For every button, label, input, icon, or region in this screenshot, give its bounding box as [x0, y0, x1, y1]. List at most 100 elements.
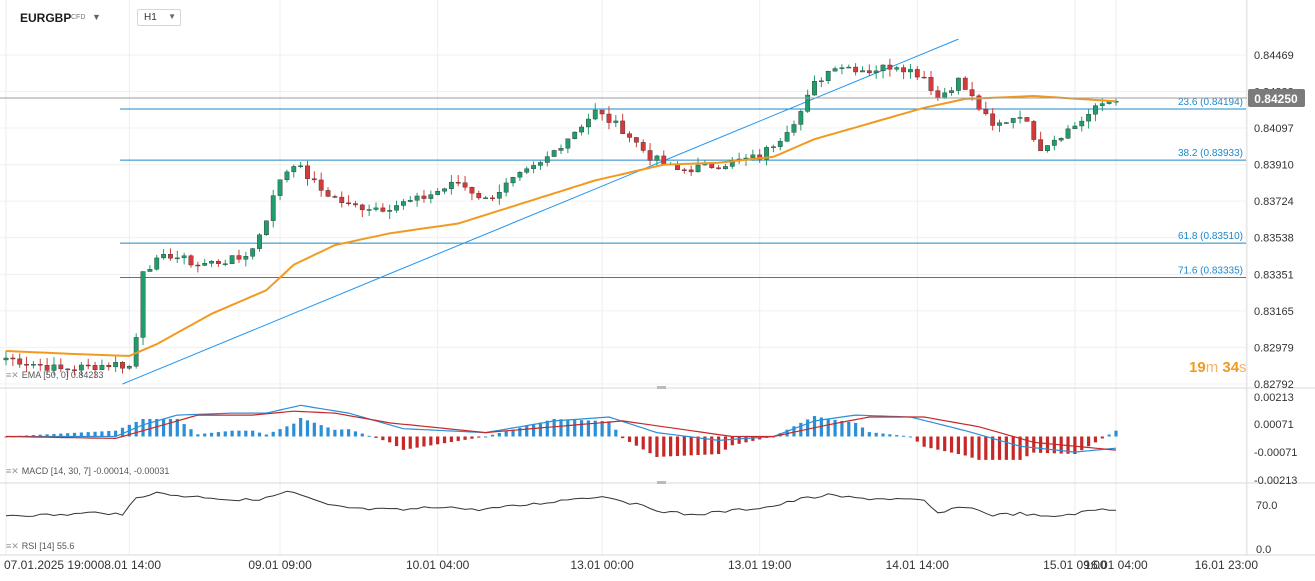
macd-bar	[223, 431, 227, 437]
macd-bar	[182, 424, 186, 437]
macd-bar	[114, 430, 118, 437]
macd-bar	[600, 421, 604, 437]
macd-histogram	[4, 416, 1118, 460]
macd-bar	[52, 433, 56, 437]
fib-level-label: 71.6 (0.83335)	[1178, 265, 1243, 276]
candle-body	[147, 268, 153, 272]
macd-bar	[230, 430, 234, 437]
macd-bar	[1025, 436, 1029, 457]
candle-body	[750, 154, 756, 159]
candle-body	[1093, 105, 1098, 115]
time-tick-label: 15.01 09:00	[1043, 558, 1107, 572]
macd-bar	[949, 436, 954, 453]
macd-bar	[586, 420, 591, 437]
settings-icon[interactable]: ≡✕	[6, 466, 19, 476]
candle-body	[914, 69, 920, 78]
candle-body	[78, 364, 84, 371]
macd-bar	[716, 436, 721, 455]
candle-body	[209, 261, 214, 264]
candle-body	[490, 197, 495, 200]
timeframe-select[interactable]: H1 ▼	[137, 9, 181, 26]
macd-bar	[333, 429, 337, 437]
price-tick-label: 0.83165	[1254, 306, 1294, 318]
candle-body	[31, 364, 36, 366]
candle-body	[928, 77, 934, 91]
candle-body	[558, 148, 564, 151]
macd-legend[interactable]: ≡✕ MACD [14, 30, 7] -0.00014, -0.00031	[6, 466, 169, 477]
macd-bar	[463, 436, 467, 440]
macd-bar	[826, 418, 830, 437]
settings-icon[interactable]: ≡✕	[6, 541, 19, 551]
candle-body	[311, 178, 317, 181]
macd-bar	[1107, 434, 1111, 437]
candle-body	[1065, 128, 1071, 139]
macd-bar	[538, 422, 543, 437]
macd-bar	[970, 436, 974, 458]
macd-bar	[860, 427, 865, 437]
macd-bar	[148, 418, 152, 437]
candle-body	[908, 69, 913, 73]
candle-body	[935, 90, 941, 99]
macd-bar	[1039, 436, 1043, 453]
last-price-label: 0.84250	[1254, 92, 1298, 106]
candle-body	[551, 150, 557, 157]
symbol-dropdown-icon[interactable]: ▼	[92, 12, 101, 22]
macd-bar	[1114, 430, 1118, 437]
countdown-seconds: 34	[1222, 359, 1240, 376]
macd-bar	[847, 421, 851, 437]
candle-body	[921, 76, 927, 79]
settings-icon[interactable]: ≡✕	[6, 370, 19, 380]
candle-body	[37, 364, 43, 366]
ema-legend[interactable]: ≡✕ EMA [50, 0] 0.84233	[6, 370, 103, 381]
macd-bar	[490, 434, 495, 437]
macd-bar	[689, 436, 693, 456]
candle-body	[332, 196, 338, 198]
candle-body	[565, 138, 571, 149]
macd-bar	[1080, 436, 1084, 451]
macd-bar	[175, 418, 179, 437]
price-tick-label: 0.84097	[1254, 123, 1294, 135]
macd-bar	[1011, 436, 1015, 460]
candle-body	[524, 168, 530, 173]
macd-bar	[504, 431, 508, 437]
macd-bar	[264, 434, 268, 437]
candle-body	[448, 182, 454, 189]
candle-countdown: 19m 34s	[1189, 359, 1247, 376]
candle-body	[1003, 122, 1009, 124]
time-tick-label: 16.01 23:00	[1195, 558, 1259, 572]
macd-bar	[209, 432, 214, 437]
candle-body	[195, 264, 201, 267]
macd-bar	[703, 436, 707, 455]
candle-body	[592, 109, 598, 120]
macd-bar	[593, 420, 597, 437]
candle-body	[818, 80, 824, 83]
macd-bar	[31, 435, 36, 437]
candle-body	[257, 234, 262, 249]
candle-body	[962, 77, 968, 90]
symbol-name[interactable]: EURGBP	[20, 11, 72, 25]
candle-body	[17, 358, 23, 365]
candle-body	[544, 156, 550, 163]
macd-bar	[840, 420, 844, 437]
candle-body	[202, 263, 208, 266]
candle-body	[305, 165, 310, 179]
candle-body	[716, 167, 721, 170]
candle-body	[866, 70, 872, 74]
candle-body	[483, 197, 489, 200]
macd-bar	[655, 436, 659, 457]
candle-body	[681, 169, 687, 171]
candle-body	[353, 203, 358, 206]
macd-bar	[579, 420, 584, 437]
candle-body	[339, 196, 345, 204]
macd-bar	[360, 433, 364, 437]
rsi-legend[interactable]: ≡✕ RSI [14] 55.6	[6, 541, 74, 552]
candle-body	[791, 124, 797, 133]
macd-bar	[997, 436, 1002, 460]
fib-level-label: 61.8 (0.83510)	[1178, 231, 1243, 242]
candle-body	[421, 195, 427, 199]
macd-bar	[93, 431, 97, 437]
candle-body	[579, 126, 584, 133]
candle-body	[1038, 139, 1044, 152]
candle-body	[1031, 121, 1037, 140]
candle-body	[270, 195, 276, 221]
